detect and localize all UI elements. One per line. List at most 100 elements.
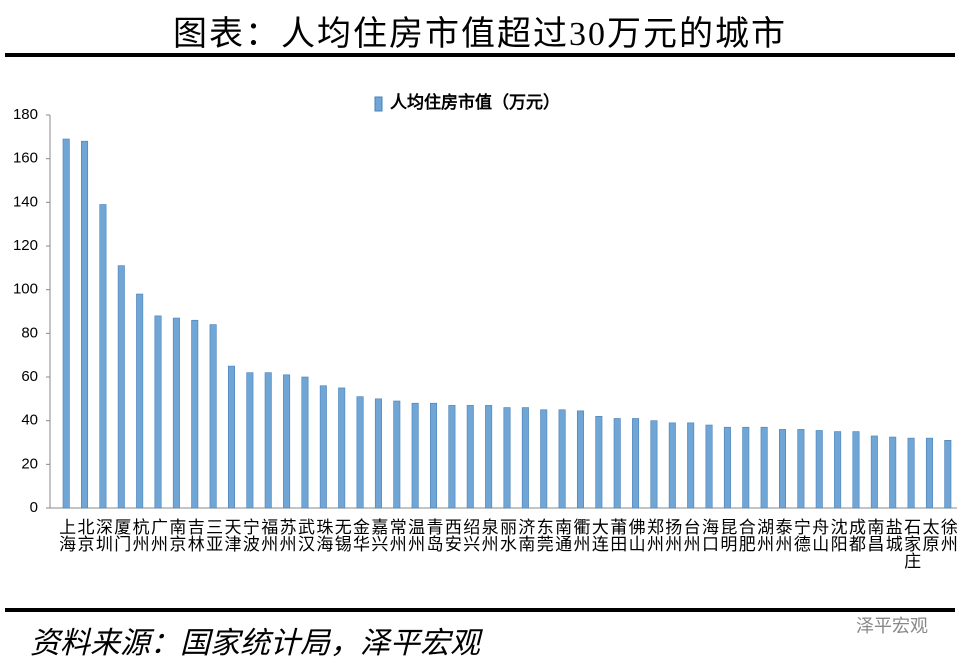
bar — [632, 418, 640, 509]
x-tick-label: 吉林 — [184, 518, 204, 552]
x-tick-label: 天津 — [221, 518, 241, 552]
x-tick-label: 南通 — [552, 518, 572, 552]
x-tick-label: 泉州 — [478, 518, 498, 552]
x-tick-label: 杭州 — [129, 518, 149, 552]
y-tick-label: 140 — [13, 193, 38, 210]
x-tick-label: 成都 — [845, 518, 865, 552]
bar — [779, 429, 787, 509]
x-tick-label: 石家庄 — [901, 518, 921, 569]
bar — [227, 365, 235, 509]
bar — [356, 396, 364, 509]
bar — [319, 385, 327, 509]
x-tick-label: 常州 — [386, 518, 406, 552]
bar — [668, 422, 676, 509]
x-tick-label: 台州 — [680, 518, 700, 552]
x-tick-label: 丽水 — [497, 518, 516, 552]
x-tick-label: 东莞 — [533, 518, 553, 552]
x-tick-label: 扬州 — [662, 518, 682, 552]
x-tick-label: 武汉 — [294, 518, 314, 552]
x-tick-label: 湖州 — [754, 518, 774, 552]
x-tick-label: 舟山 — [809, 518, 829, 552]
bar — [62, 138, 70, 509]
bar — [209, 324, 217, 509]
bar — [374, 398, 382, 509]
y-tick-label: 20 — [21, 455, 38, 472]
x-tick-label: 温州 — [405, 518, 425, 552]
bar — [595, 415, 603, 509]
x-tick-label: 福州 — [258, 518, 278, 552]
bar — [117, 265, 125, 509]
x-tick-label: 金华 — [350, 518, 370, 552]
y-tick-label: 100 — [13, 281, 38, 298]
legend-swatch — [374, 96, 383, 112]
x-tick-label: 无锡 — [331, 518, 351, 552]
x-tick-label: 海口 — [699, 518, 719, 552]
bar — [650, 420, 658, 509]
bar — [81, 140, 89, 509]
x-tick-label: 佛山 — [625, 518, 645, 552]
bar — [613, 418, 621, 509]
x-tick-label: 深圳 — [92, 518, 112, 552]
x-tick-label: 泰州 — [772, 518, 792, 552]
x-tick-label: 南京 — [166, 518, 186, 552]
y-tick-label: 180 — [13, 106, 38, 123]
bar — [191, 319, 199, 509]
bar — [558, 409, 566, 509]
bar — [154, 315, 162, 509]
watermark: 泽平宏观 — [856, 616, 928, 637]
bar — [448, 405, 456, 509]
x-tick-label: 上海 — [56, 518, 76, 552]
y-tick-label: 80 — [21, 324, 38, 341]
x-tick-label: 珠海 — [313, 518, 333, 552]
x-tick-label: 宁德 — [790, 518, 810, 552]
bar — [430, 402, 438, 509]
x-tick-label: 太原 — [919, 518, 939, 552]
x-tick-label: 厦门 — [111, 518, 131, 552]
legend-label: 人均住房市值（万元） — [390, 92, 560, 112]
x-tick-label: 郑州 — [643, 518, 663, 552]
x-tick-label: 昆明 — [717, 518, 737, 552]
x-tick-label: 徐州 — [937, 518, 957, 552]
bar — [503, 407, 511, 509]
bar — [889, 436, 897, 509]
bar — [540, 409, 548, 509]
x-tick-label: 苏州 — [276, 518, 296, 552]
x-tick-label: 盐城 — [882, 518, 902, 552]
bar — [393, 400, 401, 509]
x-tick-label: 青岛 — [423, 518, 443, 552]
bar — [283, 374, 291, 509]
bar — [687, 422, 695, 509]
x-tick-label: 南昌 — [864, 518, 884, 552]
y-tick-label: 40 — [21, 412, 38, 429]
x-tick-label: 广州 — [148, 518, 168, 552]
bar — [944, 440, 952, 509]
bar — [705, 424, 713, 509]
bar — [99, 204, 107, 509]
x-tick-label: 嘉兴 — [368, 518, 388, 552]
bar — [172, 317, 180, 509]
x-tick-label: 沈阳 — [827, 518, 847, 552]
bar — [852, 431, 860, 509]
bar — [246, 372, 254, 509]
bar — [870, 435, 878, 509]
bar — [760, 426, 768, 509]
bar — [301, 376, 309, 509]
x-tick-label: 绍兴 — [460, 518, 480, 552]
bar — [797, 429, 805, 509]
bar — [264, 372, 272, 509]
bar — [411, 402, 419, 509]
x-tick-label: 莆田 — [607, 518, 627, 552]
source: 资料来源：国家统计局，泽平宏观 — [30, 627, 480, 660]
bar — [485, 405, 493, 509]
y-tick-label: 60 — [21, 368, 38, 385]
bar — [907, 437, 915, 509]
bar — [576, 410, 584, 509]
x-tick-label: 北京 — [74, 518, 94, 552]
bar — [466, 405, 474, 509]
bar — [815, 430, 823, 509]
bar — [521, 407, 529, 509]
x-tick-label: 衢州 — [570, 518, 590, 552]
x-tick-label: 三亚 — [203, 518, 223, 552]
y-tick-label: 120 — [13, 237, 38, 254]
